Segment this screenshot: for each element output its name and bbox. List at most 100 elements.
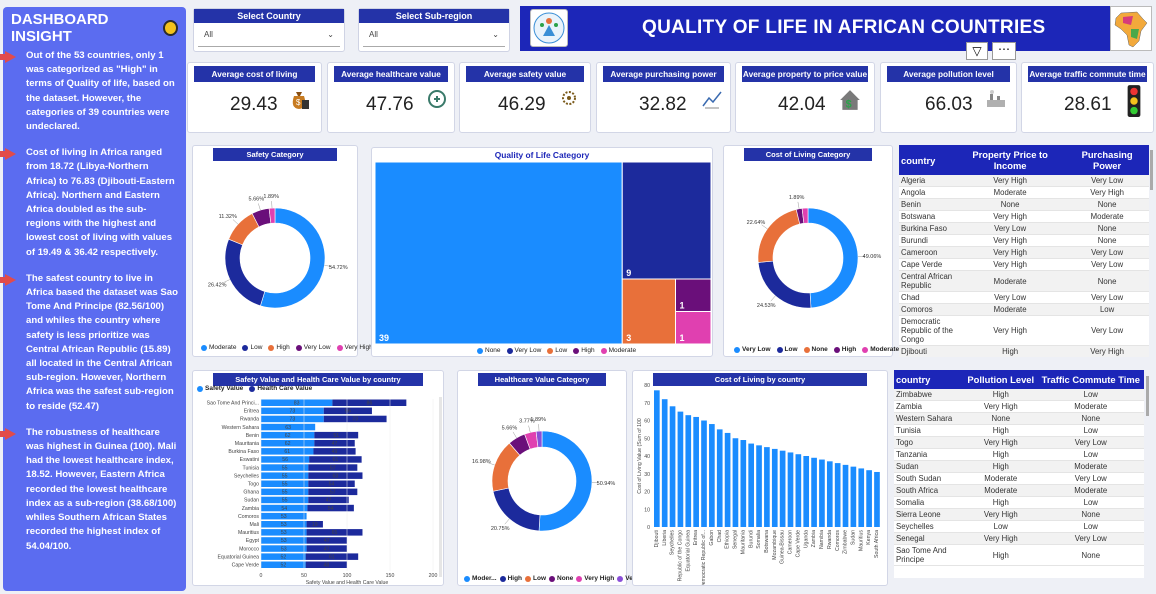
table-row[interactable]: Seychelles Low Low [894,520,1144,534]
table-row[interactable]: Sao Tome And Principe High None [894,544,1144,567]
table-cell: Very High [964,400,1038,414]
legend-label: Very High [344,344,373,351]
pollution-traffic-table[interactable]: country Pollution Level Traffic Commute Ti… [894,370,1144,578]
country-dropdown[interactable]: All ⌄ [198,23,340,47]
legend-dot [547,347,554,354]
more-options-icon[interactable]: ⋯ [992,42,1016,60]
table-row[interactable]: Central African Republic Moderate None [899,270,1149,293]
kpi-label: Average property to price value [742,66,868,82]
table-row[interactable]: Zimbabwe High Low [894,389,1144,402]
table-cell: Very High [964,532,1038,546]
table-row[interactable]: Somalia High Low [894,496,1144,510]
country-slicer[interactable]: Select Country All ⌄ [193,8,345,52]
safety-bar [261,431,315,439]
legend-dot [525,575,532,582]
category-label: Mauritania [740,530,746,554]
cost-donut-chart[interactable]: 49.06% 24.53% 22.64% 1.89% [724,160,892,340]
cost-bar [771,448,778,527]
table-row[interactable]: Comoros Moderate Low [899,303,1149,317]
safety-value-label: 55 [282,490,288,496]
quality-of-life-treemap[interactable]: 39 9 3 1 1 [375,162,711,344]
legend-item: High [268,344,290,351]
cost-by-country-chart[interactable]: 0 10 20 30 40 50 60 70 80 Cost of Living Value (S… [633,383,887,585]
y-tick-label: 10 [644,507,650,513]
y-tick-label: 50 [644,436,650,442]
subregion-dropdown-value: All [369,30,378,39]
table-row[interactable]: Western Sahara None None [894,412,1144,426]
table-row[interactable]: Botswana Very High Moderate [899,210,1149,224]
table-row[interactable]: Cape Verde Very High Very Low [899,258,1149,272]
safety-value-label: 53 [281,530,287,536]
table-row[interactable]: Burundi Very High None [899,234,1149,248]
legend-item: High [833,346,856,353]
table-cell: Very High [1065,186,1149,200]
table-row[interactable]: Tunisia High Low [894,424,1144,438]
category-label: Burundi [748,530,754,548]
table-row[interactable]: Sudan High Moderate [894,460,1144,474]
column-header[interactable]: country [894,370,964,389]
column-header[interactable]: Purchasing Power [1065,145,1149,175]
cost-bar [748,443,755,527]
subregion-slicer[interactable]: Select Sub-region All ⌄ [358,8,510,52]
chevron-down-icon: ⌄ [492,30,499,39]
subregion-dropdown[interactable]: All ⌄ [363,23,505,47]
table-cell: Very Low [955,222,1066,236]
column-header[interactable]: Pollution Level [964,370,1038,389]
y-tick-label: 80 [644,383,650,389]
healthcare-donut-chart[interactable]: 50.94% 20.75% 16.98% 5.66%3.77%1.89% [458,385,626,571]
health-value-label: 51 [333,433,339,439]
column-header[interactable]: country [899,145,955,175]
category-label: Gabon [709,530,715,546]
filter-icon[interactable]: ▽ [966,42,988,60]
table-row[interactable]: Algeria Very High Very Low [899,175,1149,188]
table-row[interactable]: Benin None None [899,198,1149,212]
category-label: Egypt [246,538,260,544]
table-row[interactable]: South Sudan Moderate Very Low [894,472,1144,486]
table-row[interactable]: Togo Very High Very Low [894,436,1144,450]
health-value-label: 19 [312,522,318,528]
chevron-down-icon: ⌄ [327,30,334,39]
legend-item: Moder... [464,575,497,582]
category-label: Rwanda [827,530,833,549]
arrow-icon [0,148,16,161]
legend-dot [201,344,207,351]
slice-value-label: 24.53% [757,303,776,309]
slice-value-label: 11.32% [219,214,237,220]
table-row[interactable]: Angola Moderate Very High [899,186,1149,200]
legend-label: Very Low [514,347,542,354]
category-label: Kenya [866,530,872,545]
table-row[interactable]: Sierra Leone Very High None [894,508,1144,522]
table-row[interactable]: Zambia Very High Moderate [894,400,1144,414]
table2-scrollbar[interactable] [1146,376,1149,416]
table-cell: None [1037,508,1144,522]
table-row[interactable]: Tanzania High Low [894,448,1144,462]
category-label: Western Sahara [222,425,260,431]
property-purchasing-table[interactable]: country Property Price to Income Purchasin… [899,145,1149,357]
category-label: Sudan [850,530,856,545]
table1-scrollbar[interactable] [1150,150,1153,190]
healthcare-logo-icon [428,90,446,108]
column-header[interactable]: Property Price to Income [955,145,1066,175]
safety-donut-chart[interactable]: 54.72% 26.42% 11.32% 5.66% 1.89% [193,160,357,340]
cost-category-card: Cost of Living Category 49.06% 24.53% 22.6… [723,145,899,357]
table-row[interactable]: Cameroon Very High Very Low [899,246,1149,260]
cost-bar [716,429,723,527]
safety-health-title: Safety Value and Health Care Value by co… [213,373,423,386]
cost-bar [779,450,786,527]
category-label: Burkina Faso [228,449,259,455]
table-row[interactable]: Senegal Very High Very Low [894,532,1144,546]
table-row[interactable]: Burkina Faso Very Low None [899,222,1149,236]
cost-bar [819,459,825,527]
table-row[interactable]: Chad Very Low Very Low [899,291,1149,305]
legend-label: Health Care Value [257,385,313,392]
table-row[interactable]: South Africa Moderate Moderate [894,484,1144,498]
health-value-label: 47 [324,538,330,544]
table-row[interactable]: Democratic Republic of the Congo Very Hig… [899,315,1149,347]
health-bar [308,464,358,471]
column-header[interactable]: Traffic Commute Time [1037,370,1144,389]
table-cell: Very High [955,210,1066,224]
table-cell: None [1065,198,1149,212]
table-row[interactable]: Djibouti High Very High [899,345,1149,357]
safety-logo-icon [562,91,576,105]
